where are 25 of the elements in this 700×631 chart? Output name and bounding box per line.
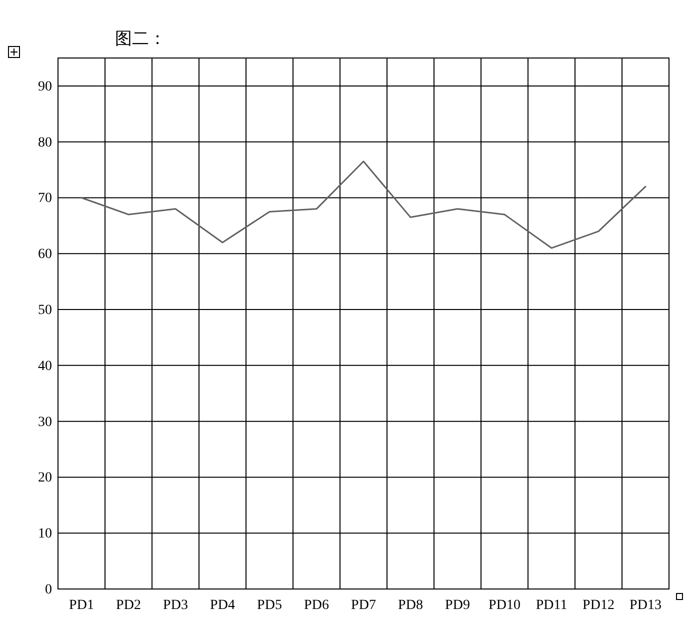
x-tick-label: PD2 [116, 598, 141, 613]
y-tick-label: 20 [38, 470, 52, 486]
y-tick-label: 0 [45, 582, 52, 598]
x-tick-label: PD5 [257, 598, 282, 613]
x-tick-label: PD8 [398, 598, 423, 613]
y-tick-label: 80 [38, 135, 52, 150]
x-tick-label: PD12 [582, 598, 614, 613]
y-tick-label: 60 [38, 247, 52, 262]
y-tick-label: 10 [38, 526, 52, 542]
y-tick-label: 90 [38, 79, 52, 94]
line-series [80, 160, 646, 249]
x-tick-label: PD3 [163, 598, 188, 613]
y-tick-label: 50 [38, 303, 52, 318]
x-tick-label: PD6 [304, 598, 329, 613]
x-tick-label: PD13 [630, 598, 662, 613]
y-tick-label: 40 [38, 358, 52, 374]
x-tick-label: PD10 [488, 598, 520, 613]
y-tick-label: 70 [38, 191, 52, 206]
chart-title: 图二： [115, 29, 166, 49]
x-tick-label: PD1 [69, 598, 94, 613]
x-tick-label: PD4 [210, 598, 235, 613]
x-tick-label: PD11 [536, 598, 568, 613]
x-tick-label: PD9 [445, 598, 470, 613]
x-tick-label: PD7 [351, 598, 376, 613]
y-tick-label: 30 [38, 414, 52, 430]
